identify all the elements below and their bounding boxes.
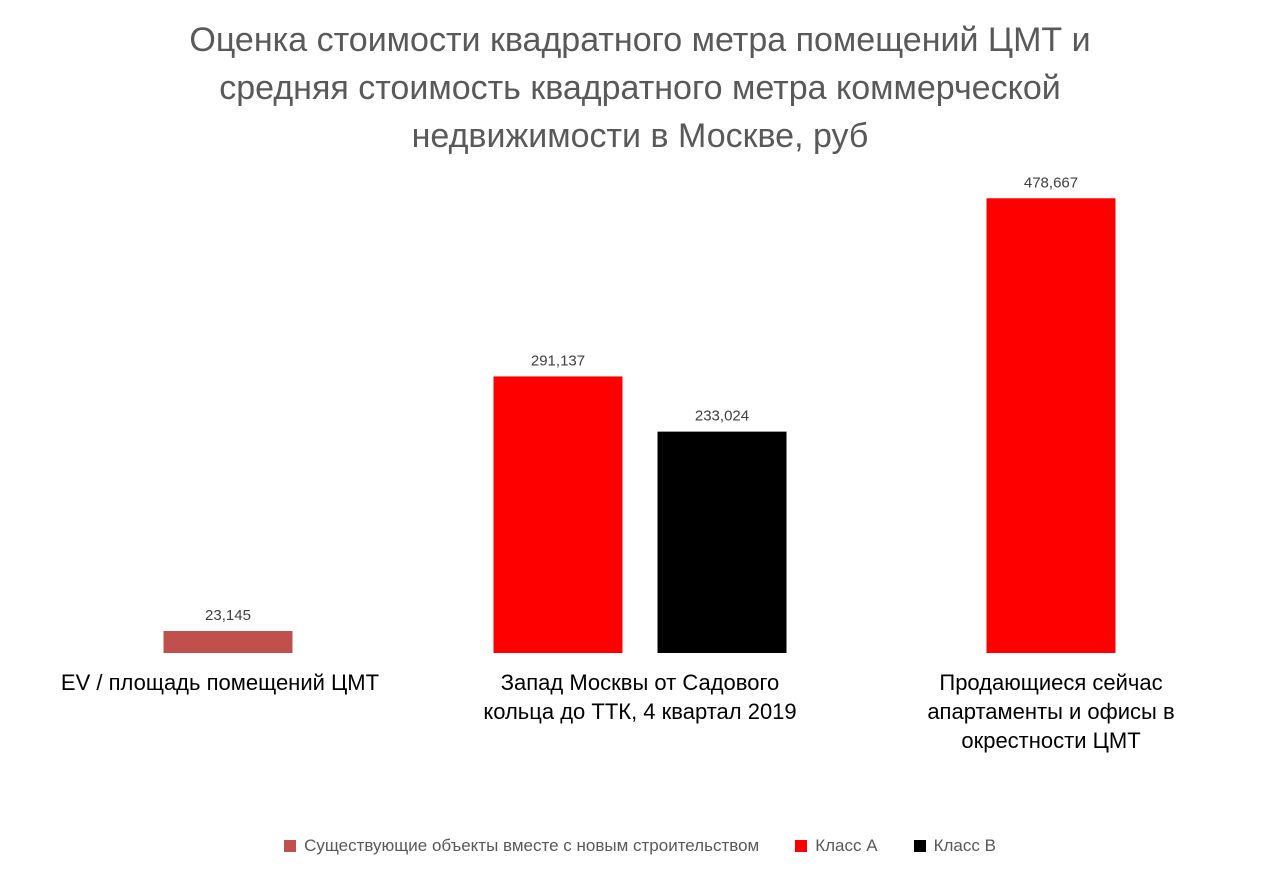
bar-1-2 [657,431,787,653]
category-label-2: Продающиеся сейчас апартаменты и офисы в о… [861,668,1241,755]
legend-item-1: Класс А [795,836,878,856]
chart-title-line-3: недвижимости в Москве, руб [411,117,869,155]
category-label-0-line-0: EV / площадь помещений ЦМТ [60,670,380,695]
legend-swatch-0 [284,840,297,852]
category-label-1-line-0: Запад Москвы от Садового [500,670,780,695]
legend: Существующие объекты вместе с новым стро… [0,833,1280,859]
category-label-1-line-1: кольца до ТТК, 4 квартал 2019 [483,699,797,724]
bar-0-0 [163,631,293,653]
legend-swatch-1 [795,840,808,852]
data-label-1-2: 233,024 [695,408,749,425]
data-label-0-0: 23,145 [205,607,251,624]
legend-item-0: Существующие объекты вместе с новым стро… [284,836,759,856]
category-label-2-line-1: апартаменты и офисы в [927,699,1175,724]
data-label-1-1: 291,137 [531,352,585,369]
legend-swatch-2 [913,840,926,852]
chart-title-line-2: средняя стоимость квадратного метра комм… [219,69,1061,107]
legend-label-0: Существующие объекты вместе с новым стро… [304,836,760,855]
legend-label-1: Класс А [815,836,878,855]
category-label-2-line-0: Продающиеся сейчас [939,670,1163,695]
legend-item-2: Класс В [913,836,996,856]
category-label-0: EV / площадь помещений ЦМТ [30,668,410,697]
chart-title-line-1: Оценка стоимости квадратного метра помещ… [189,21,1091,59]
data-label-2-1: 478,667 [1024,174,1078,191]
bar-2-1 [986,198,1116,653]
category-label-2-line-2: окрестности ЦМТ [961,728,1141,753]
bar-1-1 [493,376,623,653]
legend-label-2: Класс В [933,836,996,855]
chart-title: Оценка стоимости квадратного метра помещ… [140,16,1140,160]
category-label-1: Запад Москвы от Садового кольца до ТТК, 4… [450,668,830,726]
